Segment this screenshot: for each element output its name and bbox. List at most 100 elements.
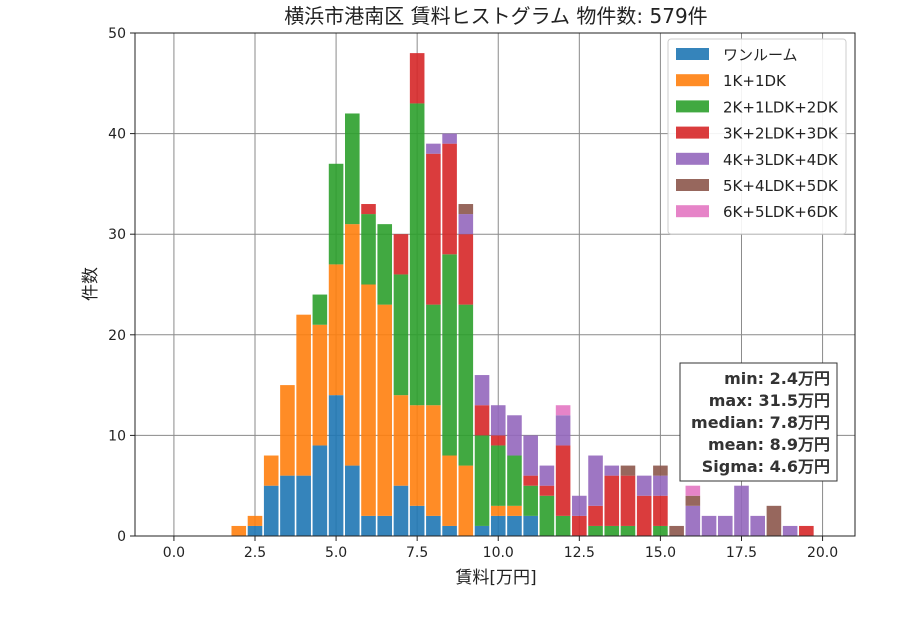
bar-series-0-bin-11 — [409, 505, 425, 536]
bar-series-1-bin-3 — [280, 385, 295, 476]
bar-series-2-bin-6 — [328, 163, 344, 265]
bar-series-2-bin-14 — [458, 304, 474, 466]
bar-series-3-bin-10 — [393, 234, 409, 275]
bar-series-0-bin-15 — [474, 525, 490, 536]
y-tick-label: 0 — [117, 529, 126, 545]
bar-series-0-bin-6 — [328, 395, 344, 536]
bar-series-2-bin-5 — [312, 294, 328, 325]
bars-group — [231, 53, 814, 536]
bar-series-0-bin-9 — [377, 515, 393, 536]
bar-series-1-bin-2 — [263, 455, 279, 486]
bar-series-4-bin-28 — [685, 505, 701, 536]
bar-series-4-bin-12 — [426, 143, 441, 154]
legend-label: 5K+4LDK+5DK — [723, 177, 839, 195]
bar-series-3-bin-20 — [555, 445, 571, 516]
bar-series-4-bin-19 — [539, 465, 555, 486]
bar-series-4-bin-31 — [734, 485, 749, 536]
y-tick-label: 40 — [108, 127, 126, 143]
bar-series-0-bin-17 — [507, 515, 522, 536]
bar-series-0-bin-5 — [312, 445, 328, 536]
bar-series-1-bin-8 — [361, 284, 376, 516]
bar-series-2-bin-19 — [539, 495, 555, 536]
bar-series-3-bin-12 — [426, 153, 441, 305]
bar-series-1-bin-13 — [442, 455, 457, 526]
bar-series-2-bin-23 — [604, 525, 620, 536]
x-tick-label: 5.0 — [325, 545, 347, 561]
x-tick-label: 12.5 — [564, 545, 595, 561]
bar-series-3-bin-23 — [604, 475, 620, 526]
bar-series-0-bin-16 — [490, 515, 506, 536]
legend-label: 2K+1LDK+2DK — [723, 98, 839, 116]
x-tick-label: 10.0 — [483, 545, 514, 561]
bar-series-1-bin-14 — [458, 465, 474, 536]
bar-series-5-bin-14 — [458, 204, 474, 215]
bar-series-5-bin-33 — [766, 505, 782, 536]
legend-swatch — [676, 126, 709, 139]
bar-series-2-bin-20 — [555, 515, 571, 536]
legend-label: 6K+5LDK+6DK — [723, 203, 839, 221]
bar-series-2-bin-24 — [620, 525, 636, 536]
bar-series-1-bin-10 — [393, 395, 409, 486]
bar-series-2-bin-16 — [490, 445, 506, 506]
y-tick-label: 30 — [108, 227, 126, 243]
bar-series-0-bin-10 — [393, 485, 409, 536]
legend-swatch — [676, 205, 709, 218]
bar-series-0-bin-18 — [523, 515, 538, 536]
bar-series-6-bin-28 — [685, 485, 701, 496]
bar-series-2-bin-18 — [523, 485, 538, 516]
x-tick-label: 0.0 — [163, 545, 185, 561]
bar-series-4-bin-21 — [572, 495, 587, 516]
bar-series-0-bin-1 — [247, 525, 263, 536]
bar-series-1-bin-4 — [296, 314, 311, 476]
bar-series-2-bin-7 — [345, 113, 360, 225]
bar-series-4-bin-29 — [701, 515, 717, 536]
bar-series-3-bin-35 — [799, 525, 814, 536]
stat-min: min: 2.4万円 — [724, 369, 830, 388]
x-tick-label: 7.5 — [406, 545, 428, 561]
y-tick-label: 10 — [108, 428, 126, 444]
stats-box-frame — [679, 362, 838, 482]
bar-series-4-bin-18 — [523, 435, 538, 476]
bar-series-2-bin-15 — [474, 435, 490, 526]
stat-median: median: 7.8万円 — [691, 413, 830, 432]
bar-series-1-bin-16 — [490, 505, 506, 516]
x-tick-label: 15.0 — [645, 545, 676, 561]
legend: ワンルーム 1K+1DK 2K+1LDK+2DK 3K+2LDK+3DK 4K+3LDK… — [667, 38, 847, 235]
bar-series-4-bin-20 — [555, 415, 571, 446]
bar-series-4-bin-16 — [490, 405, 506, 436]
bar-series-3-bin-18 — [523, 475, 538, 486]
bar-series-3-bin-11 — [409, 53, 425, 104]
bar-series-1-bin-11 — [409, 405, 425, 506]
y-tick-label: 50 — [108, 26, 126, 42]
bar-series-2-bin-11 — [409, 103, 425, 406]
x-axis-label: 賃料[万円] — [455, 568, 536, 588]
bar-series-4-bin-23 — [604, 465, 620, 476]
bar-series-0-bin-7 — [345, 465, 360, 536]
bar-series-4-bin-14 — [458, 214, 474, 235]
y-axis-label: 件数 — [81, 267, 101, 301]
legend-swatch — [676, 179, 709, 191]
bar-series-0-bin-8 — [361, 515, 376, 536]
bar-series-4-bin-32 — [750, 515, 765, 536]
bar-series-4-bin-34 — [782, 525, 798, 536]
bar-series-3-bin-24 — [620, 475, 636, 526]
legend-label: 4K+3LDK+4DK — [723, 151, 839, 169]
legend-swatch — [676, 74, 709, 87]
bar-series-2-bin-22 — [588, 525, 603, 536]
bar-series-1-bin-12 — [426, 405, 441, 516]
x-ticks: 0.0 2.5 5.0 7.5 10.0 12.5 15.0 17.5 20.0 — [163, 536, 838, 561]
bar-series-3-bin-22 — [588, 505, 603, 526]
bar-series-3-bin-21 — [572, 515, 587, 536]
bar-series-5-bin-26 — [653, 465, 668, 476]
bar-series-1-bin-6 — [328, 264, 344, 396]
plot-frame — [134, 32, 856, 537]
bar-series-3-bin-13 — [442, 143, 457, 255]
legend-label: ワンルーム — [723, 46, 798, 64]
bar-series-4-bin-17 — [507, 415, 522, 456]
bar-series-1-bin-7 — [345, 224, 360, 466]
bar-series-0-bin-2 — [263, 485, 279, 536]
bar-series-0-bin-3 — [280, 475, 295, 536]
bar-series-3-bin-14 — [458, 234, 474, 305]
bar-series-2-bin-17 — [507, 455, 522, 506]
